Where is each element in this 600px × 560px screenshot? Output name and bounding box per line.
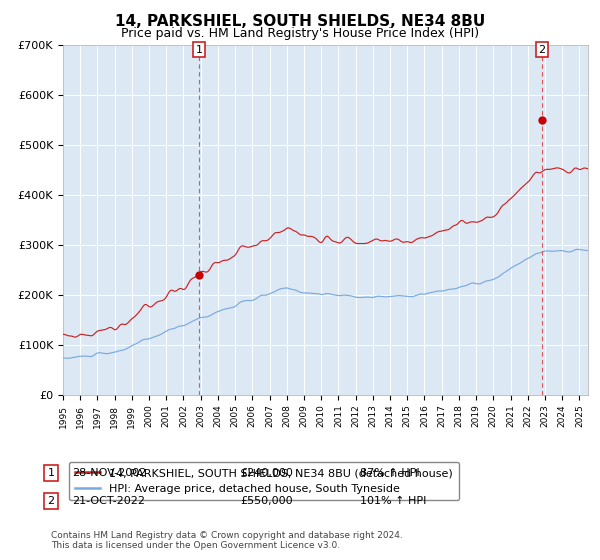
Text: 1: 1 bbox=[196, 45, 202, 55]
Text: £550,000: £550,000 bbox=[240, 496, 293, 506]
Text: 101% ↑ HPI: 101% ↑ HPI bbox=[360, 496, 427, 506]
Text: £240,000: £240,000 bbox=[240, 468, 293, 478]
Legend: 14, PARKSHIEL, SOUTH SHIELDS, NE34 8BU (detached house), HPI: Average price, det: 14, PARKSHIEL, SOUTH SHIELDS, NE34 8BU (… bbox=[68, 461, 459, 501]
Text: 2: 2 bbox=[538, 45, 545, 55]
Text: Price paid vs. HM Land Registry's House Price Index (HPI): Price paid vs. HM Land Registry's House … bbox=[121, 27, 479, 40]
Text: Contains HM Land Registry data © Crown copyright and database right 2024.
This d: Contains HM Land Registry data © Crown c… bbox=[51, 531, 403, 550]
Text: 2: 2 bbox=[47, 496, 55, 506]
Text: 28-NOV-2002: 28-NOV-2002 bbox=[72, 468, 146, 478]
Text: 1: 1 bbox=[47, 468, 55, 478]
Text: 87% ↑ HPI: 87% ↑ HPI bbox=[360, 468, 419, 478]
Text: 21-OCT-2022: 21-OCT-2022 bbox=[72, 496, 145, 506]
Text: 14, PARKSHIEL, SOUTH SHIELDS, NE34 8BU: 14, PARKSHIEL, SOUTH SHIELDS, NE34 8BU bbox=[115, 14, 485, 29]
